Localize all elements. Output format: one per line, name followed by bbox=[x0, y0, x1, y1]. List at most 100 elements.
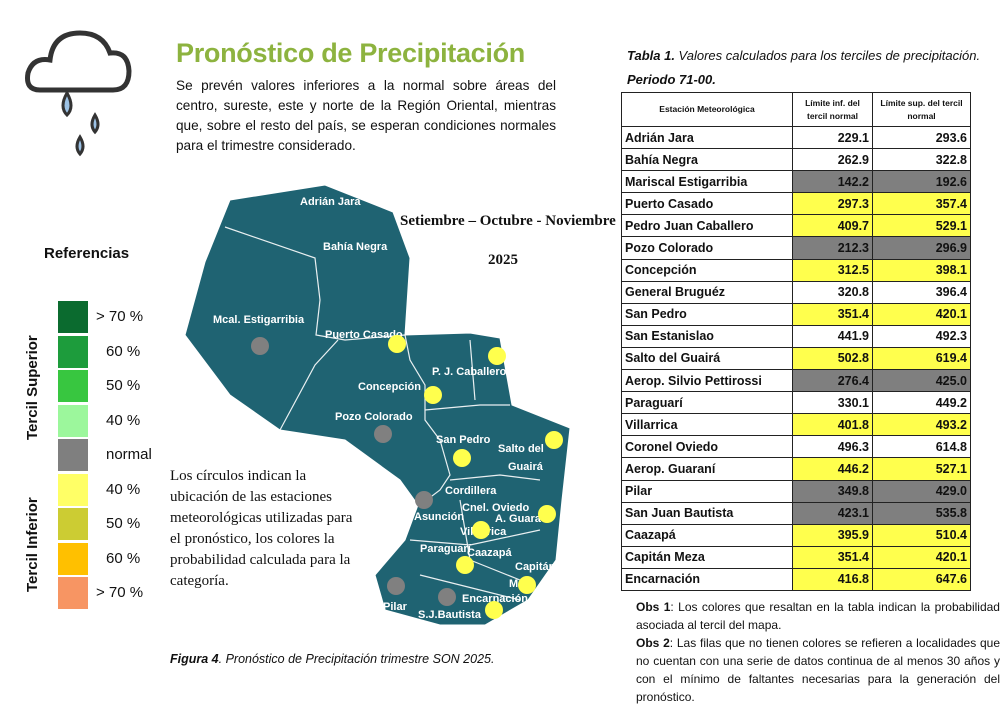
station-dot bbox=[374, 425, 392, 443]
lower-limit: 229.1 bbox=[792, 125, 873, 150]
legend-label: 50 % bbox=[106, 377, 141, 394]
table-row: San Estanislao 441.9 492.3 bbox=[621, 324, 971, 348]
lower-limit: 297.3 bbox=[792, 192, 873, 216]
table-row: Pozo Colorado 212.3 296.9 bbox=[621, 236, 971, 260]
table-caption-text: Valores calculados para los terciles de … bbox=[674, 48, 981, 63]
station-name: Puerto Casado bbox=[621, 192, 793, 216]
station-name: Coronel Oviedo bbox=[621, 435, 793, 459]
legend-swatch bbox=[57, 300, 89, 334]
table-row: San Pedro 351.4 420.1 bbox=[621, 302, 971, 326]
map-region-label: Cnel. Oviedo bbox=[462, 502, 530, 514]
lower-limit: 351.4 bbox=[792, 302, 873, 326]
map-region-label: Pozo Colorado bbox=[335, 411, 413, 423]
map-region-label: Cordillera bbox=[445, 485, 497, 497]
table-row: Aerop. Guaraní 446.2 527.1 bbox=[621, 457, 971, 481]
table-row: Bahía Negra 262.9 322.8 bbox=[621, 148, 971, 172]
map-region-label: A. Guara bbox=[495, 513, 542, 525]
table-row: Mariscal Estigarribia 142.2 192.6 bbox=[621, 170, 971, 194]
legend-title: Referencias bbox=[44, 245, 130, 262]
station-dot bbox=[485, 601, 503, 619]
table-caption: Tabla 1. Valores calculados para los ter… bbox=[627, 44, 980, 92]
station-name: General Bruguéz bbox=[621, 280, 793, 304]
station-dot bbox=[472, 521, 490, 539]
upper-limit: 527.1 bbox=[872, 457, 971, 481]
lower-limit: 395.9 bbox=[792, 523, 873, 547]
lower-limit: 502.8 bbox=[792, 346, 873, 371]
lower-limit: 423.1 bbox=[792, 501, 873, 525]
page-title: Pronóstico de Precipitación bbox=[176, 38, 525, 68]
lower-limit: 446.2 bbox=[792, 457, 873, 481]
legend-label: 60 % bbox=[106, 342, 141, 360]
upper-limit: 420.1 bbox=[872, 545, 971, 569]
upper-limit: 357.4 bbox=[872, 192, 971, 216]
lower-limit: 276.4 bbox=[792, 369, 873, 393]
col-header-lower: Límite inf. del tercil normal bbox=[792, 92, 873, 127]
legend-swatch bbox=[57, 472, 89, 507]
legend-label: 60 % bbox=[106, 549, 141, 567]
map-region-label: M bbox=[509, 578, 518, 590]
figure-text: . Pronóstico de Precipitación trimestre … bbox=[218, 652, 495, 666]
table-row: Paraguarí 330.1 449.2 bbox=[621, 391, 971, 415]
lower-limit: 349.8 bbox=[792, 479, 873, 503]
map-region-label: Paraguarí bbox=[420, 543, 472, 555]
station-name: Pilar bbox=[621, 479, 793, 503]
col-header-upper: Límite sup. del tercil normal bbox=[872, 92, 971, 127]
station-name: Mariscal Estigarribia bbox=[621, 170, 793, 194]
station-name: Bahía Negra bbox=[621, 148, 793, 172]
station-name: Encarnación bbox=[621, 567, 793, 591]
legend-label: > 70 % bbox=[96, 308, 144, 325]
map-region-label: S.J.Bautista bbox=[418, 609, 482, 621]
lower-limit: 416.8 bbox=[792, 567, 873, 591]
upper-limit: 647.6 bbox=[872, 567, 971, 591]
table-row: Encarnación 416.8 647.6 bbox=[621, 567, 971, 591]
station-name: Adrián Jara bbox=[621, 125, 793, 150]
station-name: Salto del Guairá bbox=[621, 346, 793, 371]
station-name: Concepción bbox=[621, 258, 793, 282]
table-row: Puerto Casado 297.3 357.4 bbox=[621, 192, 971, 216]
station-dot bbox=[415, 491, 433, 509]
legend-swatch bbox=[57, 541, 89, 576]
map-region-label: Caazapá bbox=[467, 547, 513, 559]
legend-swatch bbox=[57, 334, 89, 369]
forecast-year: 2025 bbox=[488, 252, 518, 268]
table-period: Periodo 71-00. bbox=[627, 72, 716, 87]
lower-limit: 496.3 bbox=[792, 435, 873, 459]
table-row: Capitán Meza 351.4 420.1 bbox=[621, 545, 971, 569]
station-dot bbox=[518, 576, 536, 594]
upper-limit: 396.4 bbox=[872, 280, 971, 304]
upper-limit: 492.3 bbox=[872, 324, 971, 348]
lower-limit: 320.8 bbox=[792, 280, 873, 304]
lower-limit: 401.8 bbox=[792, 413, 873, 437]
station-name: Pozo Colorado bbox=[621, 236, 793, 260]
legend-label: 40 % bbox=[106, 411, 141, 429]
station-dot bbox=[424, 386, 442, 404]
observations: Obs 1: Los colores que resaltan en la ta… bbox=[636, 598, 1000, 706]
rain-cloud-icon bbox=[25, 30, 132, 157]
legend-label: 50 % bbox=[106, 515, 141, 532]
station-name: Aerop. Guaraní bbox=[621, 457, 793, 481]
table-row: Villarrica 401.8 493.2 bbox=[621, 413, 971, 437]
station-dot bbox=[488, 347, 506, 365]
lower-limit: 312.5 bbox=[792, 258, 873, 282]
station-name: Aerop. Silvio Pettirossi bbox=[621, 369, 793, 393]
station-dot bbox=[453, 449, 471, 467]
lower-limit: 262.9 bbox=[792, 148, 873, 172]
upper-limit: 614.8 bbox=[872, 435, 971, 459]
station-dot bbox=[538, 505, 556, 523]
upper-limit: 425.0 bbox=[872, 369, 971, 393]
upper-limit: 493.2 bbox=[872, 413, 971, 437]
station-name: San Juan Bautista bbox=[621, 501, 793, 525]
map-region-label: Guairá bbox=[508, 461, 544, 473]
obs-1: Obs 1: Los colores que resaltan en la ta… bbox=[636, 598, 1000, 634]
col-header-station: Estación Meteorológica bbox=[621, 92, 793, 127]
upper-limit: 293.6 bbox=[872, 125, 971, 150]
station-dot bbox=[251, 337, 269, 355]
map-region-label: Concepción bbox=[358, 381, 421, 393]
station-name: Pedro Juan Caballero bbox=[621, 214, 793, 238]
map-region-label: Capitán bbox=[515, 561, 556, 573]
table-row: Adrián Jara 229.1 293.6 bbox=[621, 125, 971, 150]
legend-swatch bbox=[57, 507, 89, 541]
map-region-label: Mcal. Estigarribia bbox=[213, 314, 305, 326]
table-row: General Bruguéz 320.8 396.4 bbox=[621, 280, 971, 304]
table-row: Aerop. Silvio Pettirossi 276.4 425.0 bbox=[621, 369, 971, 393]
